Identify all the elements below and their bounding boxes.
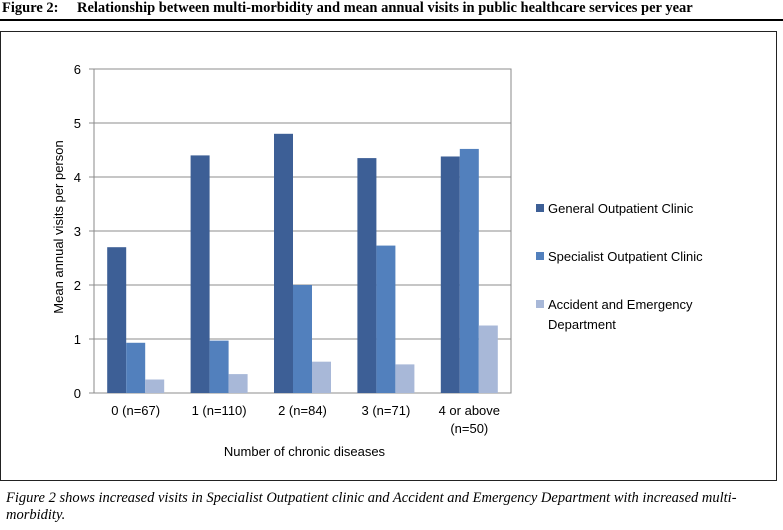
- bar: [145, 379, 165, 393]
- x-tick-label: 0 (n=67): [111, 403, 160, 418]
- legend-swatch: [536, 252, 544, 260]
- legend-label: Specialist Outpatient Clinic: [548, 249, 703, 264]
- bar: [209, 340, 229, 393]
- caption-text: 2 shows increased visits in Specialist O…: [6, 490, 737, 523]
- y-tick-label: 4: [74, 170, 81, 185]
- bar-chart: 0 1 2 3 4 5 6 0 (n=67) 1 (n=110) 2 (n=84) 3 (n=71)…: [51, 62, 703, 459]
- y-tick-label: 5: [74, 116, 81, 131]
- legend-swatch: [536, 204, 544, 212]
- legend-label: Accident and Emergency: [548, 297, 693, 312]
- x-tick-label: (n=50): [450, 421, 488, 436]
- x-tick-label: 2 (n=84): [278, 403, 327, 418]
- bar: [107, 247, 127, 393]
- x-tick-label: 4 or above: [439, 403, 500, 418]
- figure-caption: Figure 2 shows increased visits in Speci…: [6, 490, 776, 524]
- bar: [459, 148, 479, 393]
- legend-swatch: [536, 300, 544, 308]
- figure-title-text: Relationship between multi-morbidity and…: [77, 0, 693, 16]
- y-tick-label: 0: [74, 386, 81, 401]
- caption-label: Figure: [6, 490, 45, 506]
- bar: [357, 158, 377, 393]
- y-tick-label: 3: [74, 224, 81, 239]
- bar: [126, 342, 146, 393]
- x-tick-label: 3 (n=71): [362, 403, 411, 418]
- bar: [376, 245, 396, 393]
- bar: [293, 285, 312, 393]
- y-axis-label: Mean annual visits per person: [51, 140, 66, 313]
- legend-label: Department: [548, 317, 616, 332]
- figure-label: Figure 2:: [2, 0, 59, 16]
- y-tick-label: 6: [74, 62, 81, 77]
- title-underline: [0, 19, 783, 21]
- x-axis-label: Number of chronic diseases: [224, 444, 386, 459]
- chart-frame: 0 1 2 3 4 5 6 0 (n=67) 1 (n=110) 2 (n=84) 3 (n=71)…: [0, 31, 777, 481]
- figure-title: Figure 2: Relationship between multi-morb…: [2, 0, 693, 17]
- legend-label: General Outpatient Clinic: [548, 201, 694, 216]
- bar: [395, 364, 415, 393]
- bar: [274, 133, 293, 394]
- y-tick-label: 2: [74, 278, 81, 293]
- bar: [228, 374, 248, 393]
- bar: [190, 155, 210, 393]
- x-tick-label: 1 (n=110): [192, 403, 247, 418]
- y-tick-label: 1: [74, 332, 81, 347]
- bar: [312, 361, 331, 393]
- bar: [478, 325, 498, 393]
- bar: [440, 156, 460, 393]
